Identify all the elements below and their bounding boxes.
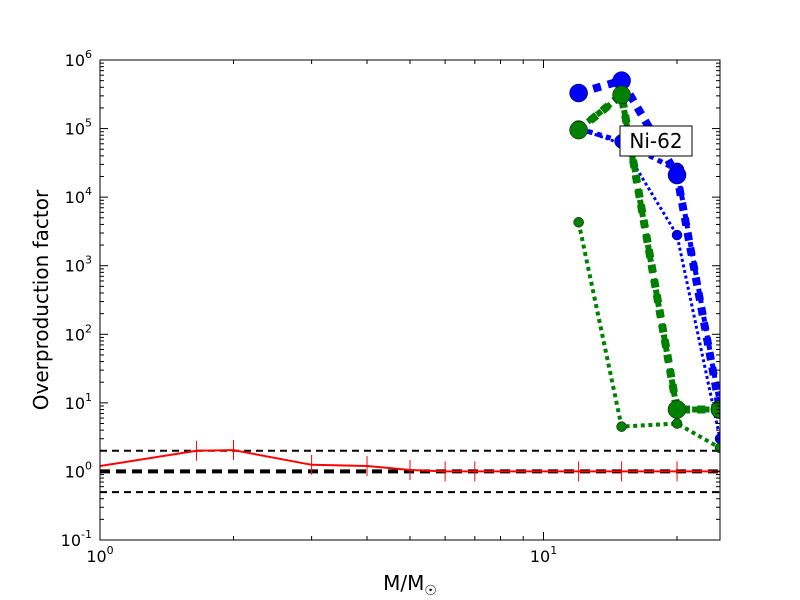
y-tick-label: 103: [65, 254, 92, 276]
series-marker: [569, 120, 588, 140]
series-marker: [569, 83, 588, 103]
series-layer: [100, 71, 720, 482]
series-marker: [573, 217, 584, 228]
series-marker: [616, 421, 627, 432]
y-tick-label: 104: [65, 185, 92, 207]
series-marker: [667, 165, 687, 185]
series-marker: [612, 85, 631, 105]
y-tick-label: 101: [65, 391, 92, 413]
series-line: [576, 221, 720, 450]
y-axis-label: Overproduction factor: [29, 189, 53, 410]
series-line: [577, 76, 720, 411]
series-line: [576, 90, 720, 414]
y-tick-label: 100: [65, 459, 92, 481]
y-tick-label: 102: [65, 322, 92, 344]
y-tick-label: 10-1: [61, 528, 92, 550]
x-axis-label: M/M☉: [383, 571, 437, 599]
series-marker: [671, 418, 683, 429]
annotation-label: Ni-62: [629, 129, 682, 153]
x-tick-label: 100: [86, 544, 113, 566]
annotation-box: Ni-62: [619, 125, 693, 157]
series-line: [576, 92, 720, 413]
series-marker: [667, 400, 687, 419]
x-tick-label: 101: [530, 544, 557, 566]
y-tick-label: 106: [65, 48, 92, 70]
series-line: [100, 449, 720, 473]
series-marker: [671, 229, 683, 241]
series-marker: [710, 400, 720, 419]
y-tick-label: 105: [65, 117, 92, 139]
